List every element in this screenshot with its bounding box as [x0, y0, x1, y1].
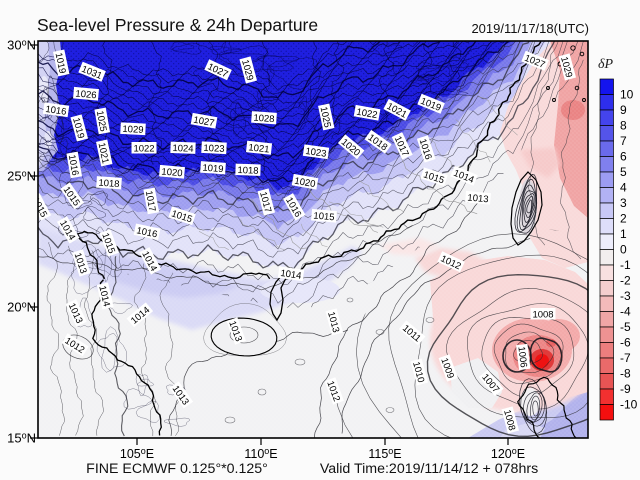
svg-text:1029: 1029	[122, 124, 144, 136]
svg-text:1022: 1022	[355, 107, 378, 122]
svg-text:1016: 1016	[45, 104, 67, 118]
svg-text:1023: 1023	[305, 146, 327, 160]
svg-text:1013: 1013	[325, 311, 341, 334]
svg-text:120oE: 120oE	[491, 446, 525, 461]
svg-text:Valid Time:2019/11/14/12 + 078: Valid Time:2019/11/14/12 + 078hrs	[320, 461, 538, 477]
svg-text:15oN: 15oN	[7, 431, 36, 446]
svg-text:1024: 1024	[172, 143, 194, 155]
svg-text:1029: 1029	[239, 59, 255, 82]
svg-text:1013: 1013	[467, 192, 489, 205]
svg-text:20oN: 20oN	[7, 300, 36, 315]
svg-text:1017: 1017	[143, 190, 158, 213]
svg-text:-4: -4	[620, 305, 631, 319]
svg-text:1026: 1026	[75, 88, 97, 101]
svg-text:4: 4	[620, 181, 627, 195]
svg-text:7: 7	[620, 134, 627, 148]
svg-text:1016: 1016	[135, 225, 158, 240]
svg-text:1020: 1020	[293, 176, 316, 191]
svg-text:1020: 1020	[161, 166, 183, 179]
svg-text:110oE: 110oE	[244, 446, 277, 461]
svg-text:1023: 1023	[203, 143, 225, 155]
svg-text:1006: 1006	[515, 346, 528, 368]
svg-text:1025: 1025	[318, 106, 333, 129]
svg-text:Sea-level Pressure & 24h Depar: Sea-level Pressure & 24h Departure	[37, 15, 318, 35]
svg-text:-3: -3	[620, 289, 631, 303]
svg-text:1018: 1018	[98, 178, 120, 190]
svg-text:1022: 1022	[133, 143, 154, 154]
svg-text:1015: 1015	[29, 196, 49, 220]
svg-text:5: 5	[620, 165, 627, 179]
svg-text:3: 3	[620, 196, 627, 210]
svg-text:1016: 1016	[66, 154, 81, 177]
svg-text:6: 6	[620, 150, 627, 164]
svg-text:1025: 1025	[94, 110, 109, 133]
svg-text:25oN: 25oN	[7, 169, 36, 184]
svg-text:1010: 1010	[410, 361, 426, 384]
svg-text:8: 8	[620, 119, 627, 133]
svg-text:2: 2	[620, 212, 627, 226]
svg-text:115oE: 115oE	[368, 446, 401, 461]
svg-text:1014: 1014	[96, 285, 111, 308]
svg-text:30oN: 30oN	[7, 38, 36, 53]
svg-text:9: 9	[620, 103, 627, 117]
svg-text:-8: -8	[620, 367, 631, 381]
svg-text:1015: 1015	[313, 210, 335, 223]
svg-text:FINE ECMWF 0.125°*0.125°: FINE ECMWF 0.125°*0.125°	[86, 461, 268, 477]
svg-text:-7: -7	[620, 351, 631, 365]
svg-text:-2: -2	[620, 274, 631, 288]
svg-text:1019: 1019	[53, 52, 68, 75]
svg-text:-6: -6	[620, 336, 631, 350]
svg-text:1021: 1021	[248, 142, 270, 155]
svg-text:1017: 1017	[257, 191, 273, 214]
svg-text:1029: 1029	[558, 56, 574, 79]
svg-text:1019: 1019	[202, 163, 224, 175]
svg-text:1: 1	[620, 227, 627, 241]
svg-text:1027: 1027	[192, 115, 215, 130]
svg-text:2019/11/17/18(UTC): 2019/11/17/18(UTC)	[471, 21, 589, 36]
svg-text:-1: -1	[620, 258, 631, 272]
svg-text:10: 10	[620, 88, 634, 102]
svg-text:-10: -10	[620, 398, 638, 412]
svg-text:1021: 1021	[96, 142, 111, 165]
svg-text:-9: -9	[620, 382, 631, 396]
svg-text:1019: 1019	[70, 117, 86, 140]
svg-text:-5: -5	[620, 320, 631, 334]
svg-text:δP: δP	[598, 57, 614, 72]
svg-text:1028: 1028	[253, 113, 275, 125]
svg-text:1008: 1008	[501, 409, 517, 432]
svg-text:1018: 1018	[237, 165, 259, 177]
svg-text:105oE: 105oE	[120, 446, 154, 461]
svg-text:0: 0	[620, 243, 627, 257]
svg-text:1014: 1014	[280, 268, 302, 282]
svg-text:1008: 1008	[532, 309, 553, 320]
